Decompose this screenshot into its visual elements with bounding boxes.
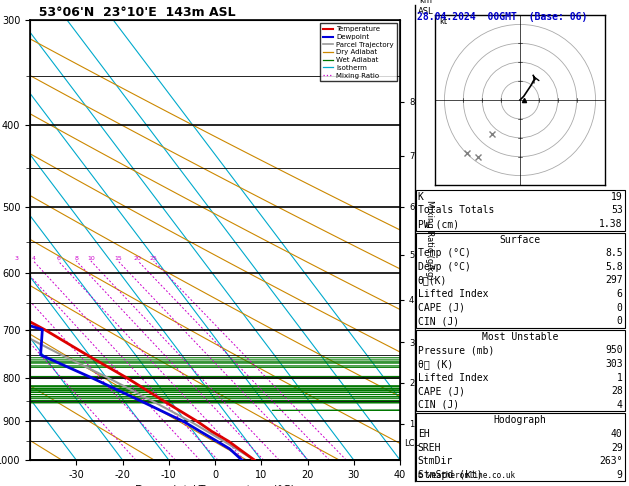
Text: 29: 29 — [611, 443, 623, 452]
Text: StmDir: StmDir — [418, 456, 453, 466]
Text: 303: 303 — [605, 359, 623, 369]
Text: CIN (J): CIN (J) — [418, 316, 459, 326]
Text: Lifted Index: Lifted Index — [418, 373, 488, 382]
Text: 25: 25 — [150, 256, 158, 261]
Text: 10: 10 — [87, 256, 95, 261]
Text: LCL: LCL — [404, 439, 420, 448]
Text: Lifted Index: Lifted Index — [418, 289, 488, 299]
Y-axis label: Mixing Ratio (g/kg): Mixing Ratio (g/kg) — [425, 200, 434, 280]
Text: Most Unstable: Most Unstable — [482, 332, 559, 342]
Text: 263°: 263° — [599, 456, 623, 466]
Text: CAPE (J): CAPE (J) — [418, 386, 465, 396]
Text: StmSpd (kt): StmSpd (kt) — [418, 470, 482, 480]
Text: 4: 4 — [617, 400, 623, 410]
Text: 297: 297 — [605, 276, 623, 285]
Text: 9: 9 — [617, 470, 623, 480]
Text: θᴇ (K): θᴇ (K) — [418, 359, 453, 369]
Text: Totals Totals: Totals Totals — [418, 206, 494, 215]
Text: 6: 6 — [617, 289, 623, 299]
Text: 8: 8 — [74, 256, 78, 261]
Text: 6: 6 — [56, 256, 60, 261]
Legend: Temperature, Dewpoint, Parcel Trajectory, Dry Adiabat, Wet Adiabat, Isotherm, Mi: Temperature, Dewpoint, Parcel Trajectory… — [320, 23, 396, 82]
Text: Pressure (mb): Pressure (mb) — [418, 346, 494, 355]
Text: 0: 0 — [617, 316, 623, 326]
Text: 20: 20 — [134, 256, 142, 261]
Text: Hodograph: Hodograph — [494, 416, 547, 425]
Text: © weatheronline.co.uk: © weatheronline.co.uk — [418, 471, 515, 480]
Text: 53: 53 — [611, 206, 623, 215]
Text: PW (cm): PW (cm) — [418, 219, 459, 229]
Text: 19: 19 — [611, 192, 623, 202]
Text: 53°06'N  23°10'E  143m ASL: 53°06'N 23°10'E 143m ASL — [30, 6, 236, 19]
Text: K: K — [418, 192, 423, 202]
Text: SREH: SREH — [418, 443, 441, 452]
Text: km
ASL: km ASL — [418, 0, 434, 16]
Text: EH: EH — [418, 429, 430, 439]
Text: 28.04.2024  00GMT  (Base: 06): 28.04.2024 00GMT (Base: 06) — [417, 12, 587, 22]
Text: CAPE (J): CAPE (J) — [418, 303, 465, 312]
Text: Dewp (°C): Dewp (°C) — [418, 262, 470, 272]
Text: θᴇ(K): θᴇ(K) — [418, 276, 447, 285]
Text: 4: 4 — [31, 256, 35, 261]
Text: CIN (J): CIN (J) — [418, 400, 459, 410]
Text: kt: kt — [439, 17, 447, 26]
Text: 950: 950 — [605, 346, 623, 355]
Text: 8.5: 8.5 — [605, 248, 623, 258]
Text: 40: 40 — [611, 429, 623, 439]
Text: Temp (°C): Temp (°C) — [418, 248, 470, 258]
Text: 0: 0 — [617, 303, 623, 312]
Text: 1.38: 1.38 — [599, 219, 623, 229]
Text: 1: 1 — [617, 373, 623, 382]
Text: 15: 15 — [114, 256, 122, 261]
Text: 28: 28 — [611, 386, 623, 396]
Text: 3: 3 — [14, 256, 18, 261]
Text: 5.8: 5.8 — [605, 262, 623, 272]
Text: Surface: Surface — [499, 235, 541, 244]
